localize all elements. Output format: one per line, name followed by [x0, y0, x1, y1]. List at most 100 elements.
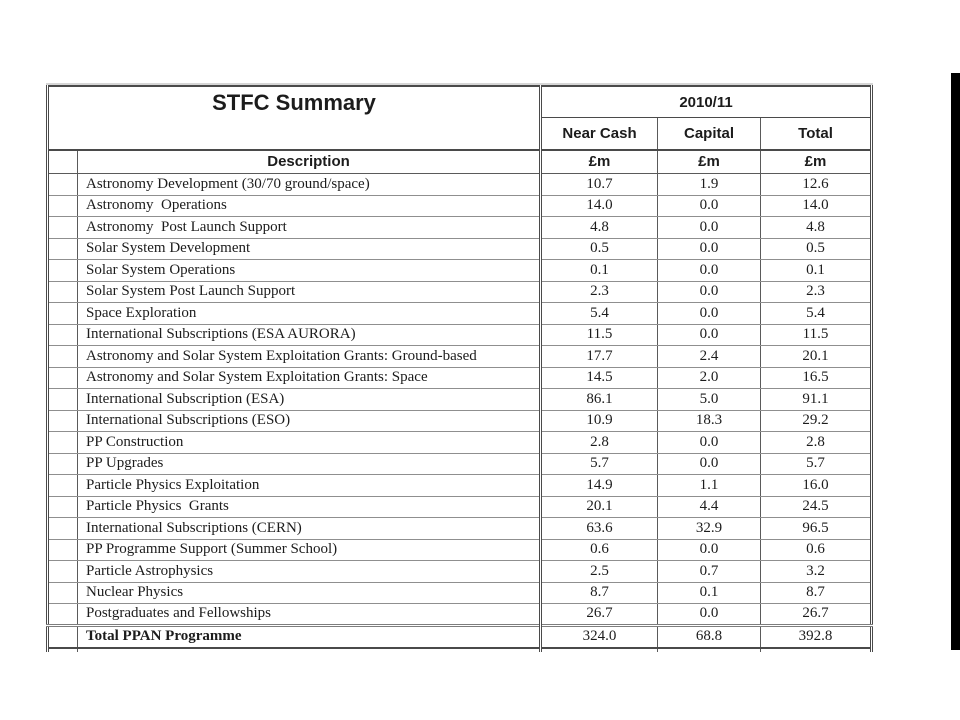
- table-row: International Subscriptions (ESO) 10.9 1…: [47, 410, 872, 432]
- capital-cell: 0.0: [657, 603, 761, 626]
- total-cell: 14.0: [760, 195, 872, 217]
- total-cell: 4.8: [760, 216, 872, 239]
- capital-cell: 0.0: [657, 281, 761, 303]
- total-cell: 20.1: [760, 345, 872, 368]
- unit-capital: £m: [657, 149, 761, 174]
- row-description-cell: Nuclear Physics: [77, 582, 541, 604]
- total-cell: 0.5: [760, 238, 872, 260]
- near-cash-cell: 14.9: [539, 474, 658, 497]
- capital-cell: 0.0: [657, 238, 761, 260]
- near-cash-cell: 11.5: [539, 324, 658, 346]
- table-row: Postgraduates and Fellowships 26.7 0.0 2…: [47, 603, 872, 626]
- capital-cell: 0.0: [657, 431, 761, 454]
- total-cell: 2.3: [760, 281, 872, 303]
- table-row: PP Programme Support (Summer School) 0.6…: [47, 539, 872, 561]
- row-description-cell: Particle Physics Exploitation: [77, 474, 541, 497]
- row-number-stub-cell: [47, 388, 78, 411]
- capital-cell: 2.4: [657, 345, 761, 368]
- near-cash-cell: 0.5: [539, 238, 658, 260]
- table-row: Particle Astrophysics 2.5 0.7 3.2: [47, 560, 872, 583]
- row-description-cell: Astronomy Development (30/70 ground/spac…: [77, 173, 541, 196]
- near-cash-cell: 17.7: [539, 345, 658, 368]
- near-cash-cell: 0.6: [539, 539, 658, 561]
- table-row: PP Construction 2.8 0.0 2.8: [47, 431, 872, 454]
- table-row-total: Total PPAN Programme 324.0 68.8 392.8: [47, 623, 872, 649]
- row-description-cell: Astronomy and Solar System Exploitation …: [77, 345, 541, 368]
- row-number-stub-cell: [47, 367, 78, 389]
- row-number-stub-cell: [47, 623, 78, 649]
- table-row: Astronomy Post Launch Support 4.8 0.0 4.…: [47, 216, 872, 239]
- near-cash-cell: 14.0: [539, 195, 658, 217]
- column-header-total: Total: [760, 117, 872, 151]
- near-cash-cell: 10.7: [539, 173, 658, 196]
- table-row: Astronomy Operations 14.0 0.0 14.0: [47, 195, 872, 217]
- row-number-stub-cell: [47, 302, 78, 325]
- row-number-stub-cell: [47, 474, 78, 497]
- row-description-cell: PP Upgrades: [77, 453, 541, 475]
- description-header: Description: [77, 149, 541, 174]
- capital-cell: 4.4: [657, 496, 761, 518]
- row-description-cell: Astronomy Operations: [77, 195, 541, 217]
- row-description-cell: Solar System Post Launch Support: [77, 281, 541, 303]
- total-cell: 91.1: [760, 388, 872, 411]
- row-description-cell: Total PPAN Programme: [77, 623, 541, 649]
- column-header-capital: Capital: [657, 117, 761, 151]
- row-description-cell: International Subscriptions (ESO): [77, 410, 541, 432]
- total-cell: 16.5: [760, 367, 872, 389]
- near-cash-cell: 10.9: [539, 410, 658, 432]
- near-cash-cell: 5.4: [539, 302, 658, 325]
- near-cash-cell: 2.3: [539, 281, 658, 303]
- capital-cell: 32.9: [657, 517, 761, 540]
- row-number-stub-cell: [47, 173, 78, 196]
- capital-cell: 0.0: [657, 453, 761, 475]
- near-cash-cell: 14.5: [539, 367, 658, 389]
- table-row: Astronomy and Solar System Exploitation …: [47, 345, 872, 368]
- row-number-stub-cell: [47, 281, 78, 303]
- total-cell: 11.5: [760, 324, 872, 346]
- total-cell: 0.6: [760, 539, 872, 561]
- row-number-stub-cell: [47, 496, 78, 518]
- row-number-stub-cell: [47, 324, 78, 346]
- header-row-year: STFC Summary 2010/11: [47, 86, 872, 151]
- row-description-cell: International Subscriptions (CERN): [77, 517, 541, 540]
- total-cell: 5.4: [760, 302, 872, 325]
- column-header-near-cash: Near Cash: [539, 117, 658, 151]
- row-description-cell: Particle Astrophysics: [77, 560, 541, 583]
- total-cell: 16.0: [760, 474, 872, 497]
- stfc-summary-table: STFC Summary 2010/11 Near Cash Capital T…: [46, 85, 874, 652]
- capital-cell: 1.1: [657, 474, 761, 497]
- table-row: Solar System Development 0.5 0.0 0.5: [47, 238, 872, 260]
- table-row: Nuclear Physics 8.7 0.1 8.7: [47, 582, 872, 604]
- capital-cell: 0.7: [657, 560, 761, 583]
- total-cell: 0.1: [760, 259, 872, 282]
- table-row: Solar System Operations 0.1 0.0 0.1: [47, 259, 872, 282]
- row-description-cell: Astronomy and Solar System Exploitation …: [77, 367, 541, 389]
- header-row-columns: Near Cash Capital Total: [48, 117, 872, 151]
- near-cash-cell: 63.6: [539, 517, 658, 540]
- capital-cell: 68.8: [657, 623, 761, 649]
- near-cash-cell: 5.7: [539, 453, 658, 475]
- row-number-stub-cell: [47, 539, 78, 561]
- row-description-cell: Particle Physics Grants: [77, 496, 541, 518]
- row-number-stub-cell: [47, 603, 78, 626]
- row-number-stub-cell: [47, 149, 78, 174]
- row-number-stub-cell: [47, 582, 78, 604]
- total-cell: 3.2: [760, 560, 872, 583]
- near-cash-cell: 8.7: [539, 582, 658, 604]
- capital-cell: 2.0: [657, 367, 761, 389]
- row-number-stub-cell: [47, 259, 78, 282]
- total-cell: 26.7: [760, 603, 872, 626]
- capital-cell: 0.0: [657, 259, 761, 282]
- total-cell: 96.5: [760, 517, 872, 540]
- total-cell: 29.2: [760, 410, 872, 432]
- total-cell: 8.7: [760, 582, 872, 604]
- table-row: Astronomy Development (30/70 ground/spac…: [47, 173, 872, 196]
- total-cell: 2.8: [760, 431, 872, 454]
- row-number-stub-cell: [47, 238, 78, 260]
- capital-cell: 0.0: [657, 302, 761, 325]
- row-description-cell: Space Exploration: [77, 302, 541, 325]
- capital-cell: 0.0: [657, 324, 761, 346]
- table-row: PP Upgrades 5.7 0.0 5.7: [47, 453, 872, 475]
- table-row: Particle Physics Grants 20.1 4.4 24.5: [47, 496, 872, 518]
- table-row: Particle Physics Exploitation 14.9 1.1 1…: [47, 474, 872, 497]
